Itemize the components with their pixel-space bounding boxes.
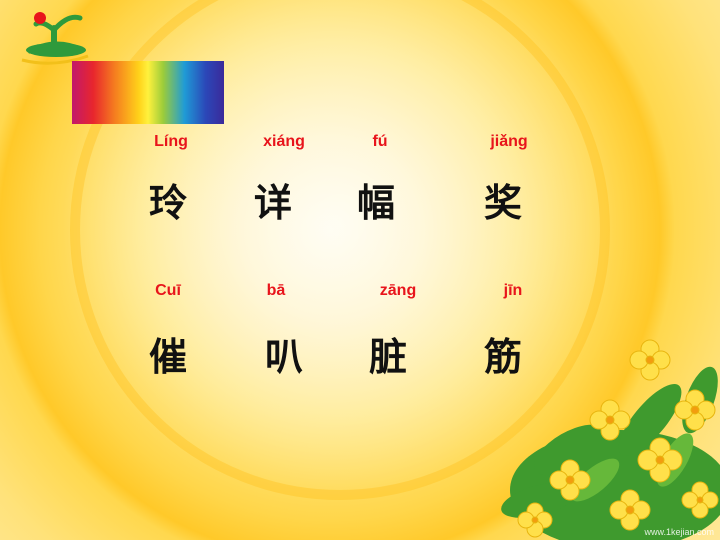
hanzi-jiang: 奖	[483, 181, 522, 225]
hanzi-ba: 叭	[264, 335, 303, 379]
watermark: www.1kejian.com	[644, 527, 714, 537]
pinyin-fu: fú	[372, 133, 388, 150]
hanzi-jin: 筋	[483, 335, 522, 379]
pinyin-jiang: jiǎng	[490, 133, 528, 150]
sun-ring	[70, 0, 610, 500]
logo-icon	[21, 12, 89, 65]
pinyin-xiang: xiáng	[263, 133, 305, 150]
pinyin-cui: Cuī	[155, 282, 181, 299]
pinyin-zang: zāng	[379, 282, 417, 299]
hanzi-fu: 幅	[356, 181, 395, 225]
hanzi-zang: 脏	[368, 335, 407, 379]
flowers-decoration	[501, 339, 720, 540]
pinyin-ling: Líng	[154, 133, 188, 150]
hanzi-cui: 催	[148, 335, 187, 379]
hanzi-ling: 玲	[148, 181, 187, 225]
pinyin-ba: bā	[266, 282, 286, 299]
pinyin-jin: jīn	[503, 282, 523, 299]
hanzi-xiang: 详	[253, 181, 292, 225]
rainbow-bar	[72, 61, 224, 124]
